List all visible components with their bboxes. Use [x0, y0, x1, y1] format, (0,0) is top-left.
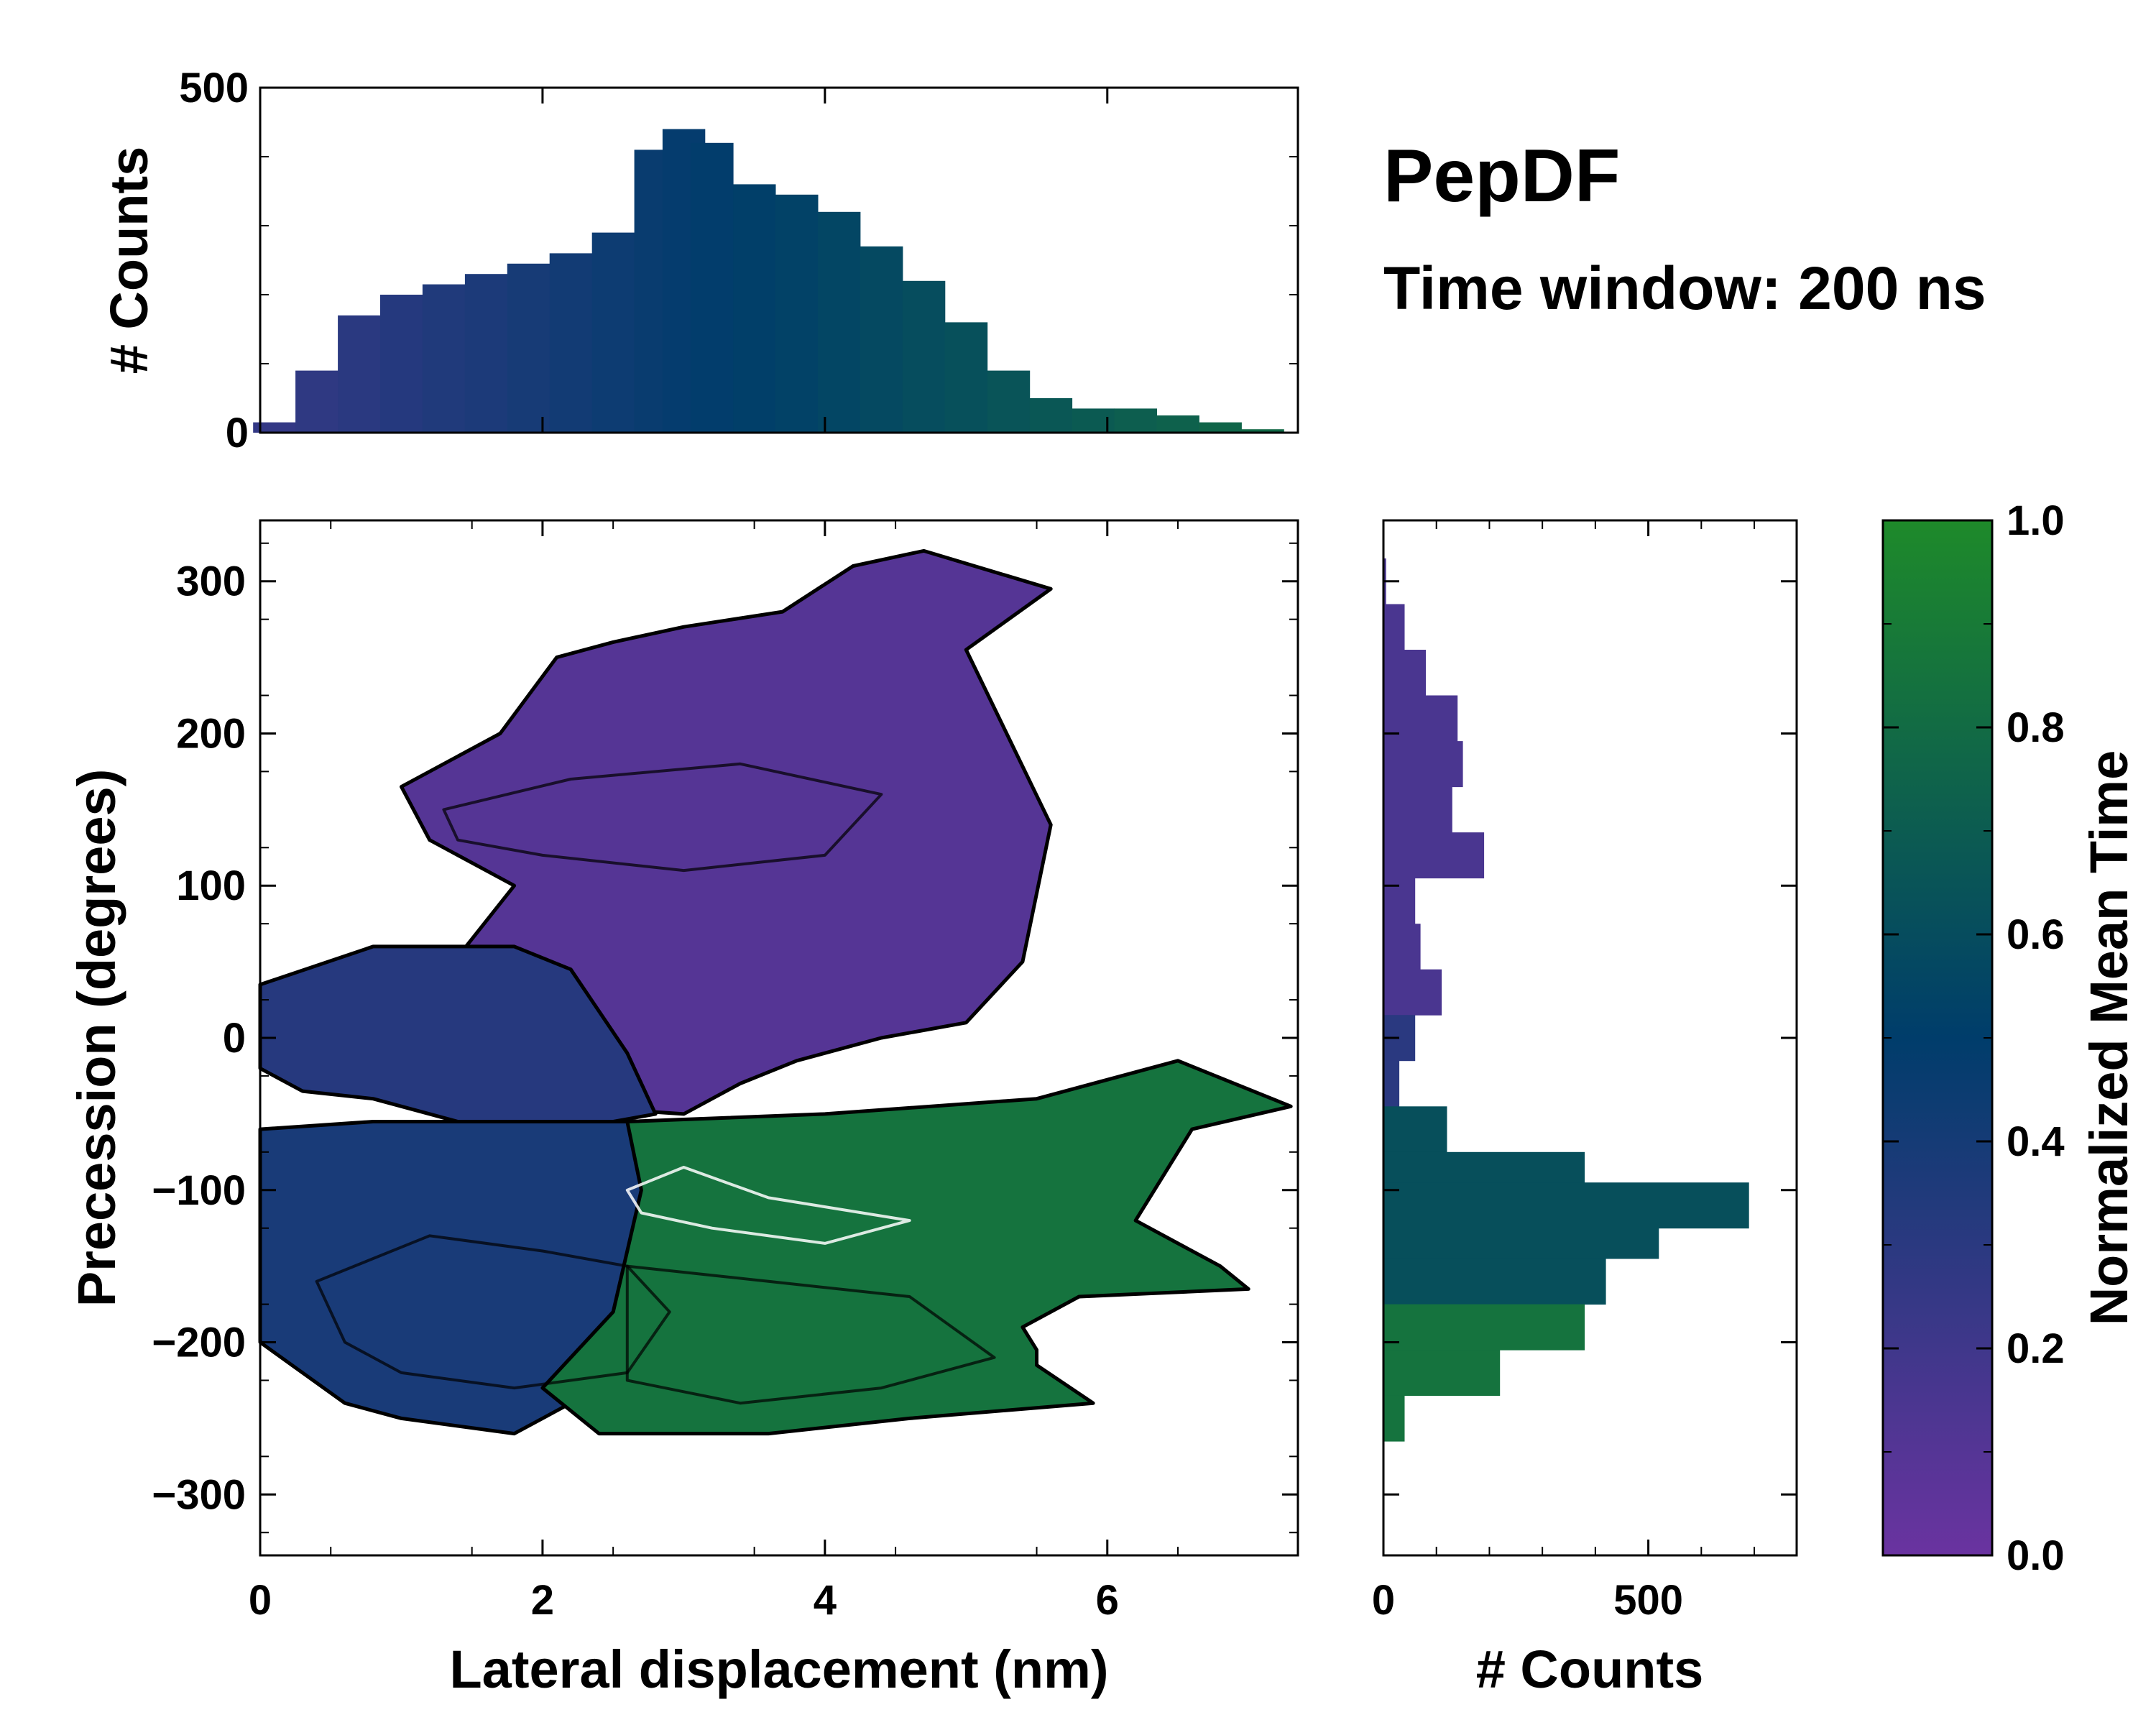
top-histogram-bar: [295, 370, 338, 433]
density-contours: [315, 762, 996, 1405]
right-histogram-x-label: # Counts: [1476, 1639, 1704, 1699]
right-histogram-bar: [1383, 924, 1421, 970]
density-contour: [315, 1234, 671, 1390]
top-histogram-bar: [380, 295, 423, 433]
colorbar-label: Normalized Mean Time: [2079, 750, 2139, 1326]
top-y-tick-label: 500: [179, 65, 249, 111]
right-histogram-x-ticks: 0 500: [1372, 520, 1797, 1624]
y-tick-label: −200: [152, 1320, 246, 1366]
top-histogram-bar: [253, 422, 296, 433]
top-histogram-bar: [464, 274, 508, 433]
y-tick-label: 100: [176, 862, 246, 909]
y-tick-label: 200: [176, 710, 246, 757]
right-x-tick-label: 0: [1372, 1577, 1395, 1624]
colorbar-tick-label: 0.0: [2007, 1532, 2065, 1579]
right-histogram-bar: [1383, 741, 1463, 788]
right-histogram-bar: [1383, 1395, 1405, 1442]
right-histogram-bar: [1383, 786, 1452, 833]
density-contour: [625, 1166, 911, 1245]
top-histogram-bar: [775, 194, 819, 433]
right-histogram-bar: [1383, 1106, 1447, 1153]
heatmap-y-label: Precession (degrees): [67, 769, 126, 1307]
heatmap-regions: [258, 548, 1293, 1436]
colorbar: 0.0 0.2 0.4 0.6 0.8 1.0 Normalized Mean Time: [1881, 497, 2139, 1579]
top-histogram-bar: [733, 184, 776, 433]
y-tick-label: −100: [152, 1167, 246, 1214]
top-histogram-bar: [422, 284, 466, 433]
top-histogram-bar: [987, 370, 1031, 433]
top-histogram-bar: [549, 253, 593, 433]
top-histogram-panel: 0 500 # Counts: [99, 65, 1299, 456]
colorbar-tick-label: 0.6: [2007, 911, 2065, 958]
top-histogram-bar: [1241, 429, 1284, 433]
right-histogram-bar: [1383, 1060, 1400, 1107]
heatmap-y-ticks: 300 200 100 0 −100 −200 −300: [152, 542, 1298, 1534]
right-histogram-bar: [1383, 1213, 1659, 1259]
colorbar-tick-label: 0.4: [2007, 1118, 2065, 1165]
top-histogram-bars: [253, 129, 1284, 433]
right-histogram-bar: [1383, 832, 1485, 879]
right-histogram-panel: 0 500 # Counts: [1372, 519, 1798, 1699]
heatmap-region-lower-blue: [258, 1120, 672, 1436]
right-histogram-bar: [1383, 1350, 1501, 1397]
y-tick-label: 0: [223, 1015, 246, 1062]
right-histogram-bar: [1383, 969, 1442, 1016]
colorbar-tick-label: 0.8: [2007, 704, 2065, 751]
figure-title: PepDF: [1383, 134, 1620, 218]
colorbar-tick-label: 1.0: [2007, 497, 2065, 544]
top-histogram-bar: [591, 232, 635, 433]
top-histogram-bar: [691, 142, 734, 433]
top-histogram-bar: [1029, 398, 1073, 433]
right-x-tick-label: 500: [1613, 1577, 1683, 1624]
top-histogram-bar: [338, 315, 381, 433]
x-tick-label: 0: [249, 1577, 272, 1624]
x-tick-label: 4: [814, 1577, 837, 1624]
right-histogram-bar: [1383, 1304, 1585, 1351]
x-tick-label: 2: [531, 1577, 554, 1624]
colorbar-ticks: 0.0 0.2 0.4 0.6 0.8 1.0: [1883, 497, 2065, 1579]
colorbar-gradient: [1881, 519, 1994, 1557]
top-histogram-frame: [259, 86, 1299, 434]
right-histogram-bars: [1383, 558, 1749, 1442]
top-histogram-bar: [818, 211, 861, 433]
top-histogram-bar: [1199, 422, 1242, 433]
colorbar-tick-label: 0.2: [2007, 1325, 2065, 1372]
heatmap-panel: 0 2 4 6 300 200 100 0 −100 −200 −300 Lateral disp…: [67, 519, 1299, 1699]
x-tick-label: 6: [1096, 1577, 1119, 1624]
right-histogram-bar: [1383, 604, 1405, 650]
y-tick-label: 300: [176, 558, 246, 605]
top-histogram-bar: [944, 322, 988, 433]
top-histogram-bar: [507, 263, 550, 433]
top-histogram-bar: [860, 246, 903, 433]
heatmap-x-label: Lateral displacement (nm): [449, 1639, 1108, 1699]
top-y-tick-label: 0: [226, 410, 249, 456]
top-histogram-y-ticks: 0 500: [179, 65, 1298, 456]
top-histogram-y-label: # Counts: [99, 147, 159, 374]
top-histogram-bar: [902, 280, 946, 433]
density-contour: [625, 1264, 996, 1405]
heatmap-region-lower-green: [540, 1059, 1293, 1436]
y-tick-label: −300: [152, 1471, 246, 1518]
heatmap-x-ticks: 0 2 4 6: [249, 520, 1179, 1624]
right-histogram-bar: [1383, 1259, 1606, 1305]
top-histogram-bar: [1156, 415, 1199, 433]
density-contour: [442, 762, 883, 873]
top-histogram-bar: [1114, 408, 1157, 433]
figure-subtitle: Time window: 200 ns: [1383, 254, 1986, 322]
right-histogram-bar: [1383, 650, 1426, 696]
right-histogram-frame: [1382, 519, 1798, 1557]
